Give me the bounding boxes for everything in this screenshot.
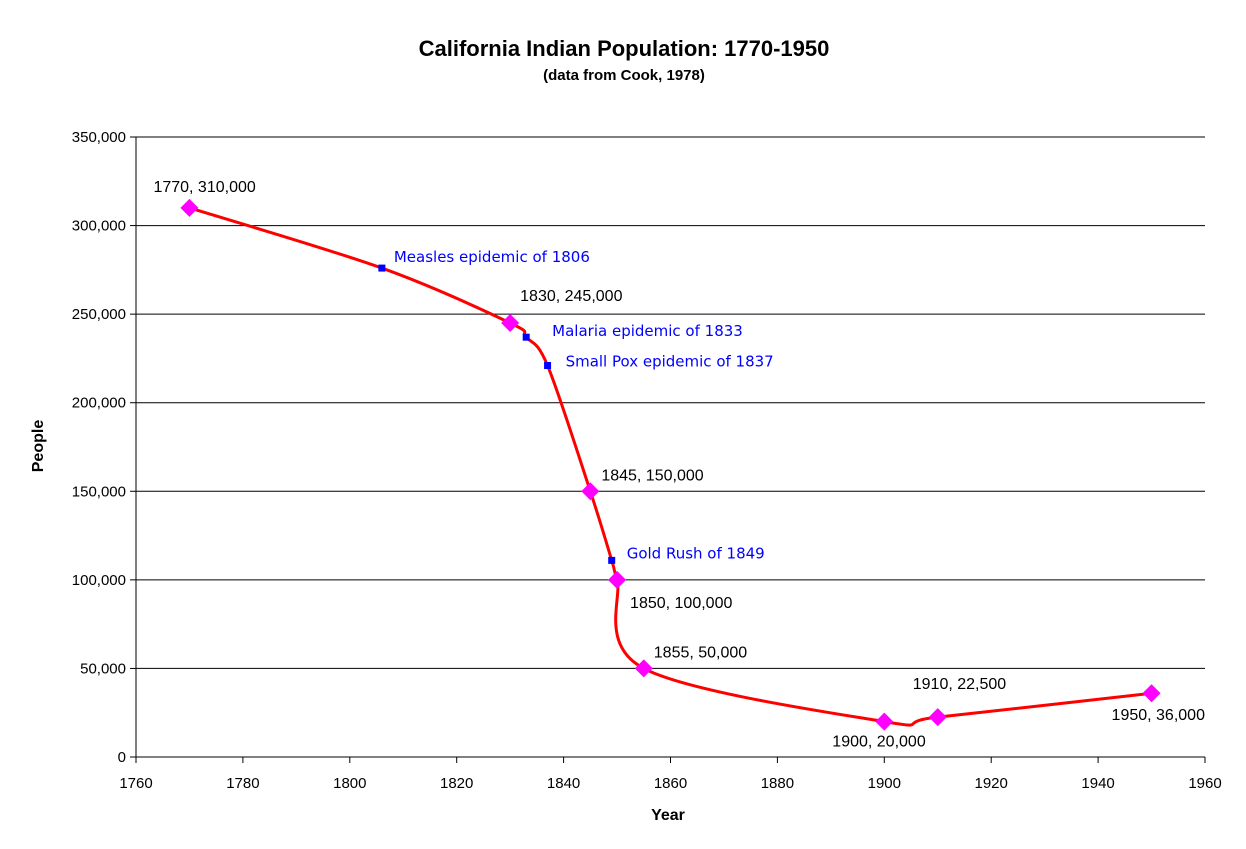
chart-subtitle: (data from Cook, 1978) [543,67,705,84]
x-tick-label: 1780 [226,775,259,792]
y-tick-label: 150,000 [72,483,126,500]
x-tick-label: 1840 [547,775,580,792]
axes [130,136,1206,763]
x-tick-label: 1900 [868,775,901,792]
data-point-marker [501,314,520,332]
event-label: Malaria epidemic of 1833 [552,322,743,340]
y-tick-labels: 0 50,000 100,000 150,000 200,000 250,000 300,0… [72,129,126,766]
y-tick-label: 250,000 [72,306,126,323]
data-point-marker [581,482,600,501]
x-tick-label: 1820 [440,775,473,792]
data-point-marker [180,198,199,217]
data-points [180,198,1161,731]
data-point-label: 1900, 20,000 [832,734,926,751]
chart-title: California Indian Population: 1770-1950 [419,36,830,61]
data-point-label: 1850, 100,000 [630,595,732,612]
x-tick-label: 1760 [119,775,152,792]
data-point-marker [634,659,653,678]
x-tick-label: 1880 [761,775,794,792]
x-axis-title: Year [651,807,685,824]
data-point-label: 1770, 310,000 [153,179,255,196]
x-tick-label: 1860 [654,775,687,792]
y-axis-title: People [30,420,47,473]
data-point-marker [928,708,947,727]
x-tick-label: 1960 [1188,775,1221,792]
y-tick-label: 200,000 [72,395,126,412]
event-marker [378,264,386,272]
x-tick-label: 1940 [1081,775,1114,792]
data-point-marker [875,712,894,731]
event-markers: Measles epidemic of 1806 Malaria epidemic… [378,248,774,564]
y-tick-label: 50,000 [80,660,126,677]
event-label: Measles epidemic of 1806 [394,248,590,266]
x-tick-labels: 1760 1780 1800 1820 1840 1860 1880 1900 1920 1940… [119,775,1221,792]
data-point-marker [608,570,627,589]
data-point-label: 1845, 150,000 [601,467,703,484]
data-point-label: 1910, 22,500 [913,676,1007,693]
event-marker [544,362,552,370]
x-tick-label: 1800 [333,775,366,792]
grid-lines [136,136,1205,669]
event-marker [608,556,616,564]
event-label: Small Pox epidemic of 1837 [566,353,774,371]
y-tick-label: 350,000 [72,129,126,146]
data-point-marker [1142,684,1161,703]
event-marker [522,333,530,341]
data-point-label: 1855, 50,000 [654,644,748,661]
data-labels: 1770, 310,000 1830, 245,000 1845, 150,000 1… [153,179,1205,751]
y-tick-label: 0 [118,749,126,766]
data-point-label: 1950, 36,000 [1112,707,1206,724]
y-tick-label: 100,000 [72,572,126,589]
data-point-label: 1830, 245,000 [520,288,622,305]
event-label: Gold Rush of 1849 [627,544,765,562]
x-tick-label: 1920 [975,775,1008,792]
y-tick-label: 300,000 [72,218,126,235]
